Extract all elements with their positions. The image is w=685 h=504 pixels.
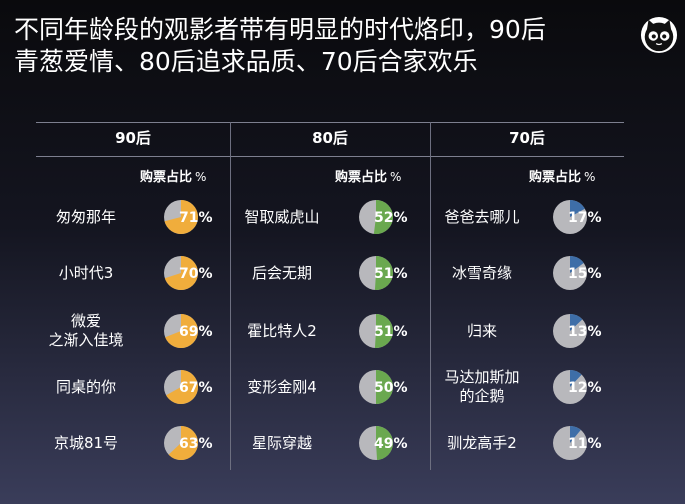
pie-chart: 63% xyxy=(164,426,213,460)
chart-table: 90后购票占比% 匆匆那年 71% 小时代3 70% 微爱 之渐入佳境 69% 同桌的你 67% 京… xyxy=(36,122,624,474)
pie-value-label: 63% xyxy=(179,436,213,452)
pie-chart: 15% xyxy=(553,256,602,290)
pie-chart: 70% xyxy=(164,256,213,290)
pie-value-label: 17% xyxy=(568,210,602,226)
movie-label: 小时代3 xyxy=(26,264,146,283)
column-divider-1 xyxy=(230,122,231,470)
pie-value-label: 52% xyxy=(374,210,408,226)
pie-chart: 50% xyxy=(359,370,408,404)
pie-chart: 69% xyxy=(164,314,213,348)
column-header: 80后 xyxy=(312,129,348,147)
movie-label: 驯龙高手2 xyxy=(422,434,542,453)
percent-header-unit: % xyxy=(195,170,207,184)
pie-value-label: 70% xyxy=(179,266,213,282)
movie-label: 马达加斯加 的企鹅 xyxy=(422,368,542,406)
pie-slice xyxy=(570,314,583,331)
movie-label-line: 京城81号 xyxy=(53,433,119,452)
column-divider-2 xyxy=(430,122,431,470)
pie-chart: 71% xyxy=(164,200,213,234)
movie-label: 京城81号 xyxy=(26,434,146,453)
pie-value-label: 51% xyxy=(374,324,408,340)
pie-value-label: 12% xyxy=(568,380,602,396)
title-line-1: 不同年龄段的观影者带有明显的时代烙印，90后 xyxy=(14,15,546,44)
column-header: 70后 xyxy=(509,129,545,147)
movie-label-line: 同桌的你 xyxy=(55,377,116,396)
pie-slice xyxy=(374,256,393,290)
movie-label-line: 智取威虎山 xyxy=(244,207,320,226)
percent-header-label: 购票占比 xyxy=(140,170,193,185)
pie-value-label: 13% xyxy=(568,324,602,340)
movie-label-line: 冰雪奇缘 xyxy=(451,263,512,282)
movie-label: 归来 xyxy=(422,322,542,341)
pie-chart: 51% xyxy=(359,256,408,290)
pie-value-label: 49% xyxy=(374,436,408,452)
pie-chart: 49% xyxy=(359,426,408,460)
percent-header: 购票占比% xyxy=(529,166,595,185)
pie-slice xyxy=(376,370,393,404)
movie-label-line: 之渐入佳境 xyxy=(48,331,124,349)
movie-label: 微爱 之渐入佳境 xyxy=(26,312,146,350)
pie-chart: 51% xyxy=(359,314,408,348)
table-header-rule xyxy=(36,156,624,157)
pie-value-label: 11% xyxy=(568,436,602,452)
percent-header-label: 购票占比 xyxy=(335,170,388,185)
pie-slice xyxy=(570,426,581,443)
pie-slice xyxy=(374,314,393,348)
pie-slice xyxy=(570,370,582,387)
percent-header-unit: % xyxy=(390,170,402,184)
movie-label-line: 微爱 xyxy=(70,312,101,330)
movie-label: 星际穿越 xyxy=(222,434,342,453)
movie-label: 后会无期 xyxy=(222,264,342,283)
pie-value-label: 67% xyxy=(179,380,213,396)
percent-header: 购票占比% xyxy=(140,166,206,185)
movie-label-line: 后会无期 xyxy=(251,263,312,282)
movie-label-line: 马达加斯加 xyxy=(444,368,520,386)
movie-label-line: 爸爸去哪儿 xyxy=(444,207,520,226)
percent-header-unit: % xyxy=(584,170,596,184)
pie-chart: 17% xyxy=(553,200,602,234)
movie-label: 霍比特人2 xyxy=(222,322,342,341)
pie-chart: 67% xyxy=(164,370,213,404)
pie-chart: 12% xyxy=(553,370,602,404)
pie-slice xyxy=(373,200,393,234)
pie-slice xyxy=(376,426,393,460)
movie-label: 匆匆那年 xyxy=(26,208,146,227)
pie-slice xyxy=(570,200,585,217)
movie-label-line: 星际穿越 xyxy=(251,433,312,452)
movie-label: 变形金刚4 xyxy=(222,378,342,397)
percent-header: 购票占比% xyxy=(335,166,401,185)
movie-label: 爸爸去哪儿 xyxy=(422,208,542,227)
pie-slice xyxy=(570,256,584,273)
pie-chart: 52% xyxy=(359,200,408,234)
page-title: 不同年龄段的观影者带有明显的时代烙印，90后 青葱爱情、80后追求品质、70后合… xyxy=(14,14,624,78)
pie-value-label: 71% xyxy=(179,210,213,226)
movie-label-line: 匆匆那年 xyxy=(55,207,116,226)
percent-header-label: 购票占比 xyxy=(529,170,582,185)
movie-label-line: 小时代3 xyxy=(58,263,114,282)
pie-slice xyxy=(164,200,198,234)
pie-chart: 11% xyxy=(553,426,602,460)
pie-chart: 13% xyxy=(553,314,602,348)
pie-value-label: 15% xyxy=(568,266,602,282)
pie-value-label: 69% xyxy=(179,324,213,340)
title-line-2: 青葱爱情、80后追求品质、70后合家欢乐 xyxy=(14,47,478,76)
movie-label-line: 驯龙高手2 xyxy=(447,433,517,452)
table-top-rule xyxy=(36,122,624,123)
movie-label-line: 的企鹅 xyxy=(459,387,505,405)
pie-slice xyxy=(168,426,198,460)
movie-label-line: 变形金刚4 xyxy=(247,377,317,396)
pie-slice xyxy=(165,314,198,348)
cat-face-icon xyxy=(640,16,678,54)
pie-slice xyxy=(164,256,198,290)
column-header: 90后 xyxy=(115,129,151,147)
pie-value-label: 50% xyxy=(374,380,408,396)
movie-label: 智取威虎山 xyxy=(222,208,342,227)
movie-label: 同桌的你 xyxy=(26,378,146,397)
pie-value-label: 51% xyxy=(374,266,408,282)
pie-slice xyxy=(166,370,198,404)
movie-label-line: 归来 xyxy=(466,321,497,340)
movie-label: 冰雪奇缘 xyxy=(422,264,542,283)
movie-label-line: 霍比特人2 xyxy=(247,321,317,340)
